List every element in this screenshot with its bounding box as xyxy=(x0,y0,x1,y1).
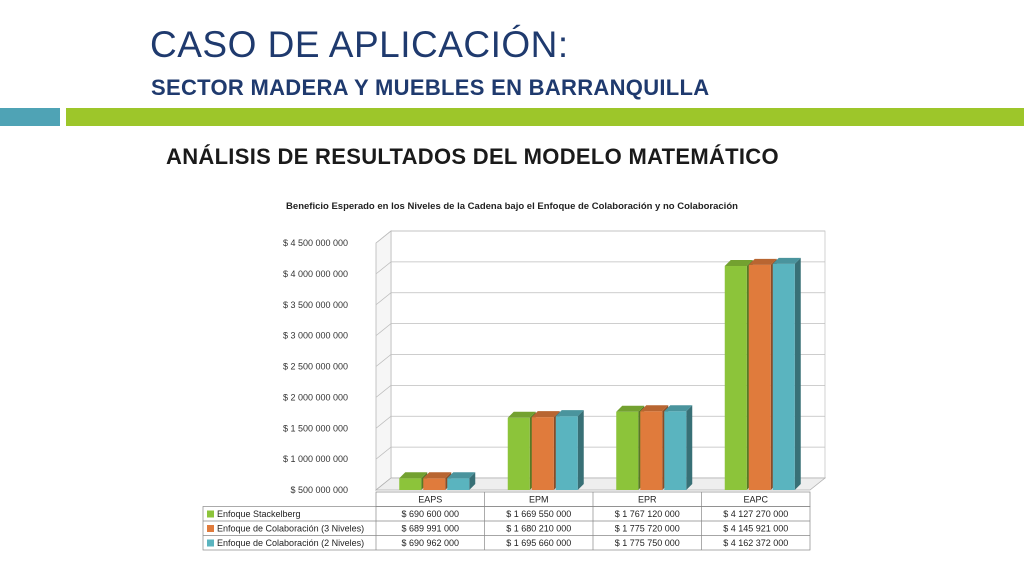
data-label: $ 689 991 000 xyxy=(401,524,459,534)
data-label: $ 1 775 750 000 xyxy=(615,538,680,548)
data-label: $ 1 767 120 000 xyxy=(615,509,680,519)
gridline xyxy=(375,261,825,275)
bar-side xyxy=(794,257,801,490)
bar-top xyxy=(423,472,452,479)
legend-swatch xyxy=(207,525,214,532)
x-tick-label: EAPS xyxy=(418,495,442,505)
bar xyxy=(748,264,771,490)
y-tick-label: $ 2 500 000 000 xyxy=(283,362,348,372)
bar xyxy=(772,263,795,490)
table-border xyxy=(202,506,811,551)
bar-top xyxy=(724,260,753,267)
slide-subtitle: SECTOR MADERA Y MUEBLES EN BARRANQUILLA xyxy=(151,75,710,100)
bar xyxy=(664,411,687,490)
bar-top xyxy=(507,411,536,418)
legend-swatch xyxy=(207,510,214,518)
legend-label: Enfoque Stackelberg xyxy=(217,509,301,519)
bar-top xyxy=(531,411,560,418)
y-tick-label: $ 3 000 000 000 xyxy=(283,331,348,341)
bar-top xyxy=(772,257,801,264)
gridline xyxy=(375,384,825,398)
slide-title: CASO DE APLICACIÓN: xyxy=(150,24,569,65)
accent-bar-teal xyxy=(0,108,60,126)
data-label: $ 1 669 550 000 xyxy=(506,509,571,519)
gridline xyxy=(375,292,825,306)
bar xyxy=(423,478,446,490)
y-tick-label: $ 1 000 000 000 xyxy=(283,454,348,464)
bar xyxy=(616,411,639,490)
bar xyxy=(724,266,747,490)
x-tick-label: EPR xyxy=(638,495,657,505)
bar-side xyxy=(469,472,476,490)
y-tick-label: $ 4 500 000 000 xyxy=(283,238,348,248)
legend-label: Enfoque de Colaboración (2 Niveles) xyxy=(217,538,364,548)
bar-side xyxy=(577,410,584,490)
bar xyxy=(399,478,422,490)
data-label: $ 690 962 000 xyxy=(401,538,459,548)
bar-top xyxy=(399,472,428,479)
section-title: ANÁLISIS DE RESULTADOS DEL MODELO MATEMÁ… xyxy=(166,144,779,169)
x-tick-label: EAPC xyxy=(743,495,768,505)
bar xyxy=(555,416,578,490)
legend-label: Enfoque de Colaboración (3 Niveles) xyxy=(217,524,364,534)
x-tick-label: EPM xyxy=(529,495,549,505)
y-tick-label: $ 500 000 000 xyxy=(290,485,348,495)
legend-swatch xyxy=(207,539,214,547)
y-tick-label: $ 3 500 000 000 xyxy=(283,300,348,310)
bar-side xyxy=(686,405,693,490)
y-tick-label: $ 1 500 000 000 xyxy=(283,423,348,433)
gridline xyxy=(375,230,825,244)
data-label: $ 4 127 270 000 xyxy=(723,509,788,519)
data-label: $ 4 162 372 000 xyxy=(723,538,788,548)
bar-top xyxy=(640,405,669,412)
bar xyxy=(507,417,530,490)
data-label: $ 1 775 720 000 xyxy=(615,524,680,534)
bar xyxy=(531,417,554,490)
bar-top xyxy=(555,410,584,417)
bar-top xyxy=(616,405,645,412)
gridline xyxy=(375,354,825,367)
bar-top xyxy=(664,405,693,412)
data-label: $ 690 600 000 xyxy=(401,509,459,519)
bar-top xyxy=(447,472,476,479)
bar-top xyxy=(748,258,777,265)
data-label: $ 1 680 210 000 xyxy=(506,524,571,534)
bar xyxy=(447,478,470,490)
accent-bar-green xyxy=(66,108,1024,126)
data-label: $ 1 695 660 000 xyxy=(506,538,571,548)
data-label: $ 4 145 921 000 xyxy=(723,524,788,534)
bar xyxy=(640,411,663,490)
y-tick-label: $ 2 000 000 000 xyxy=(283,392,348,402)
chart-title: Beneficio Esperado en los Niveles de la … xyxy=(286,201,738,212)
y-tick-label: $ 4 000 000 000 xyxy=(283,269,348,279)
gridline xyxy=(375,323,825,336)
